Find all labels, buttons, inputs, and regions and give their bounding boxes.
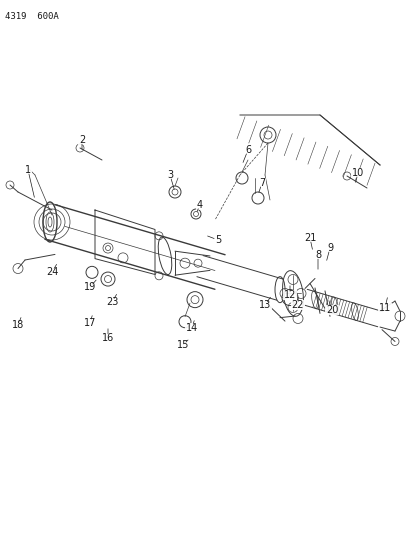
Text: 9: 9 bbox=[327, 243, 333, 253]
Text: 16: 16 bbox=[102, 333, 114, 343]
Text: 21: 21 bbox=[304, 233, 316, 243]
Text: 19: 19 bbox=[84, 282, 96, 292]
Text: 7: 7 bbox=[259, 178, 265, 188]
Text: 5: 5 bbox=[215, 235, 221, 245]
Text: 18: 18 bbox=[12, 320, 24, 330]
Text: 1: 1 bbox=[25, 165, 31, 175]
Text: 3: 3 bbox=[167, 170, 173, 180]
Text: 2: 2 bbox=[79, 135, 85, 145]
Text: 11: 11 bbox=[379, 303, 391, 313]
Text: 15: 15 bbox=[177, 340, 189, 350]
Text: 10: 10 bbox=[352, 168, 364, 178]
Text: 17: 17 bbox=[84, 318, 96, 328]
Text: 14: 14 bbox=[186, 323, 198, 333]
Text: 6: 6 bbox=[245, 145, 251, 155]
Text: 24: 24 bbox=[46, 267, 58, 277]
Text: 8: 8 bbox=[315, 250, 321, 260]
Text: 20: 20 bbox=[326, 305, 338, 315]
Text: 12: 12 bbox=[284, 290, 296, 300]
Text: 23: 23 bbox=[106, 297, 118, 307]
Text: 4319  600A: 4319 600A bbox=[5, 12, 59, 21]
Text: 13: 13 bbox=[259, 300, 271, 310]
Text: 22: 22 bbox=[292, 300, 304, 310]
Text: 4: 4 bbox=[197, 200, 203, 210]
